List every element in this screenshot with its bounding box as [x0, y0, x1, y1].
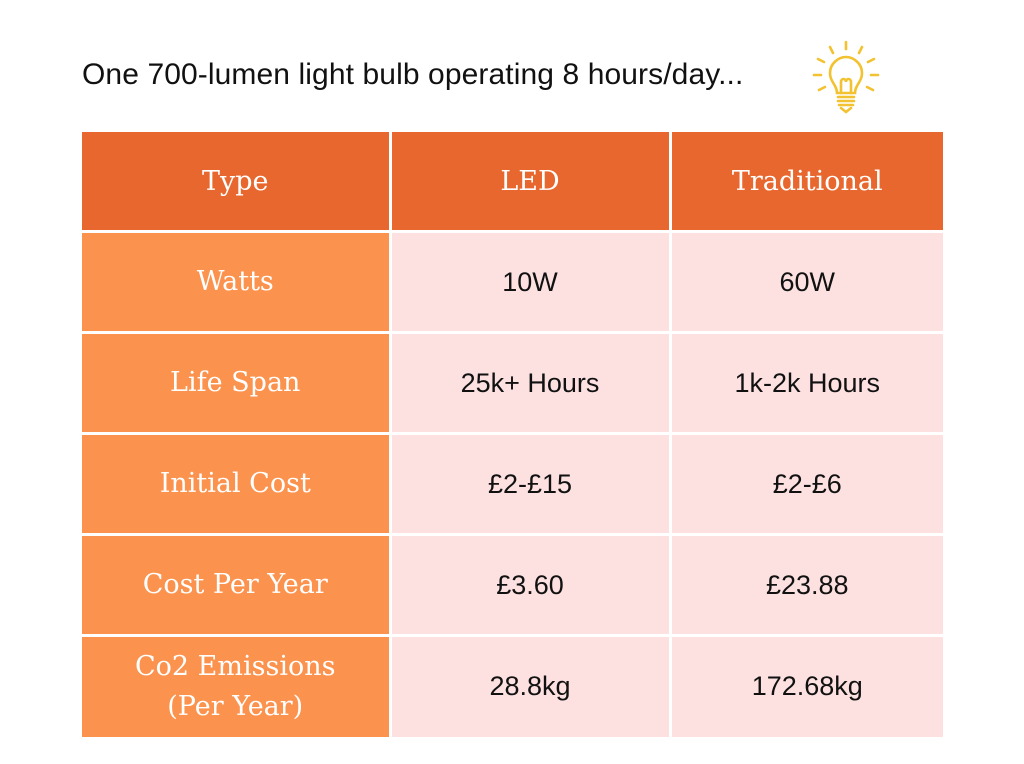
header-type: Type	[82, 132, 392, 233]
cell-traditional-co2-emissions: 172.68kg	[668, 634, 943, 737]
cell-led-watts: 10W	[388, 230, 672, 334]
row-label-cost-per-year: Cost Per Year	[82, 533, 392, 637]
lightbulb-icon	[812, 40, 880, 114]
header-led: LED	[388, 132, 672, 233]
row-label-initial-cost: Initial Cost	[82, 432, 392, 536]
header-traditional: Traditional	[668, 132, 943, 233]
table-row: Life Span 25k+ Hours 1k-2k Hours	[82, 331, 943, 435]
row-label-life-span: Life Span	[82, 331, 392, 435]
table-row: Watts 10W 60W	[82, 230, 943, 334]
table-row: Initial Cost £2-£15 £2-£6	[82, 432, 943, 536]
cell-traditional-watts: 60W	[668, 230, 943, 334]
table-row: Co2 Emissions (Per Year) 28.8kg 172.68kg	[82, 634, 943, 737]
row-label-line: (Per Year)	[167, 690, 304, 722]
table-header-row: Type LED Traditional	[82, 132, 943, 233]
row-label-co2-emissions: Co2 Emissions (Per Year)	[82, 634, 392, 737]
row-label-line: Co2 Emissions	[135, 650, 336, 682]
table-row: Cost Per Year £3.60 £23.88	[82, 533, 943, 637]
cell-traditional-initial-cost: £2-£6	[668, 432, 943, 536]
comparison-table: Type LED Traditional Watts 10W 60W Life …	[82, 132, 943, 737]
cell-led-life-span: 25k+ Hours	[388, 331, 672, 435]
cell-traditional-cost-per-year: £23.88	[668, 533, 943, 637]
cell-traditional-life-span: 1k-2k Hours	[668, 331, 943, 435]
cell-led-co2-emissions: 28.8kg	[388, 634, 672, 737]
page-title: One 700-lumen light bulb operating 8 hou…	[82, 58, 744, 91]
cell-led-initial-cost: £2-£15	[388, 432, 672, 536]
cell-led-cost-per-year: £3.60	[388, 533, 672, 637]
row-label-watts: Watts	[82, 230, 392, 334]
